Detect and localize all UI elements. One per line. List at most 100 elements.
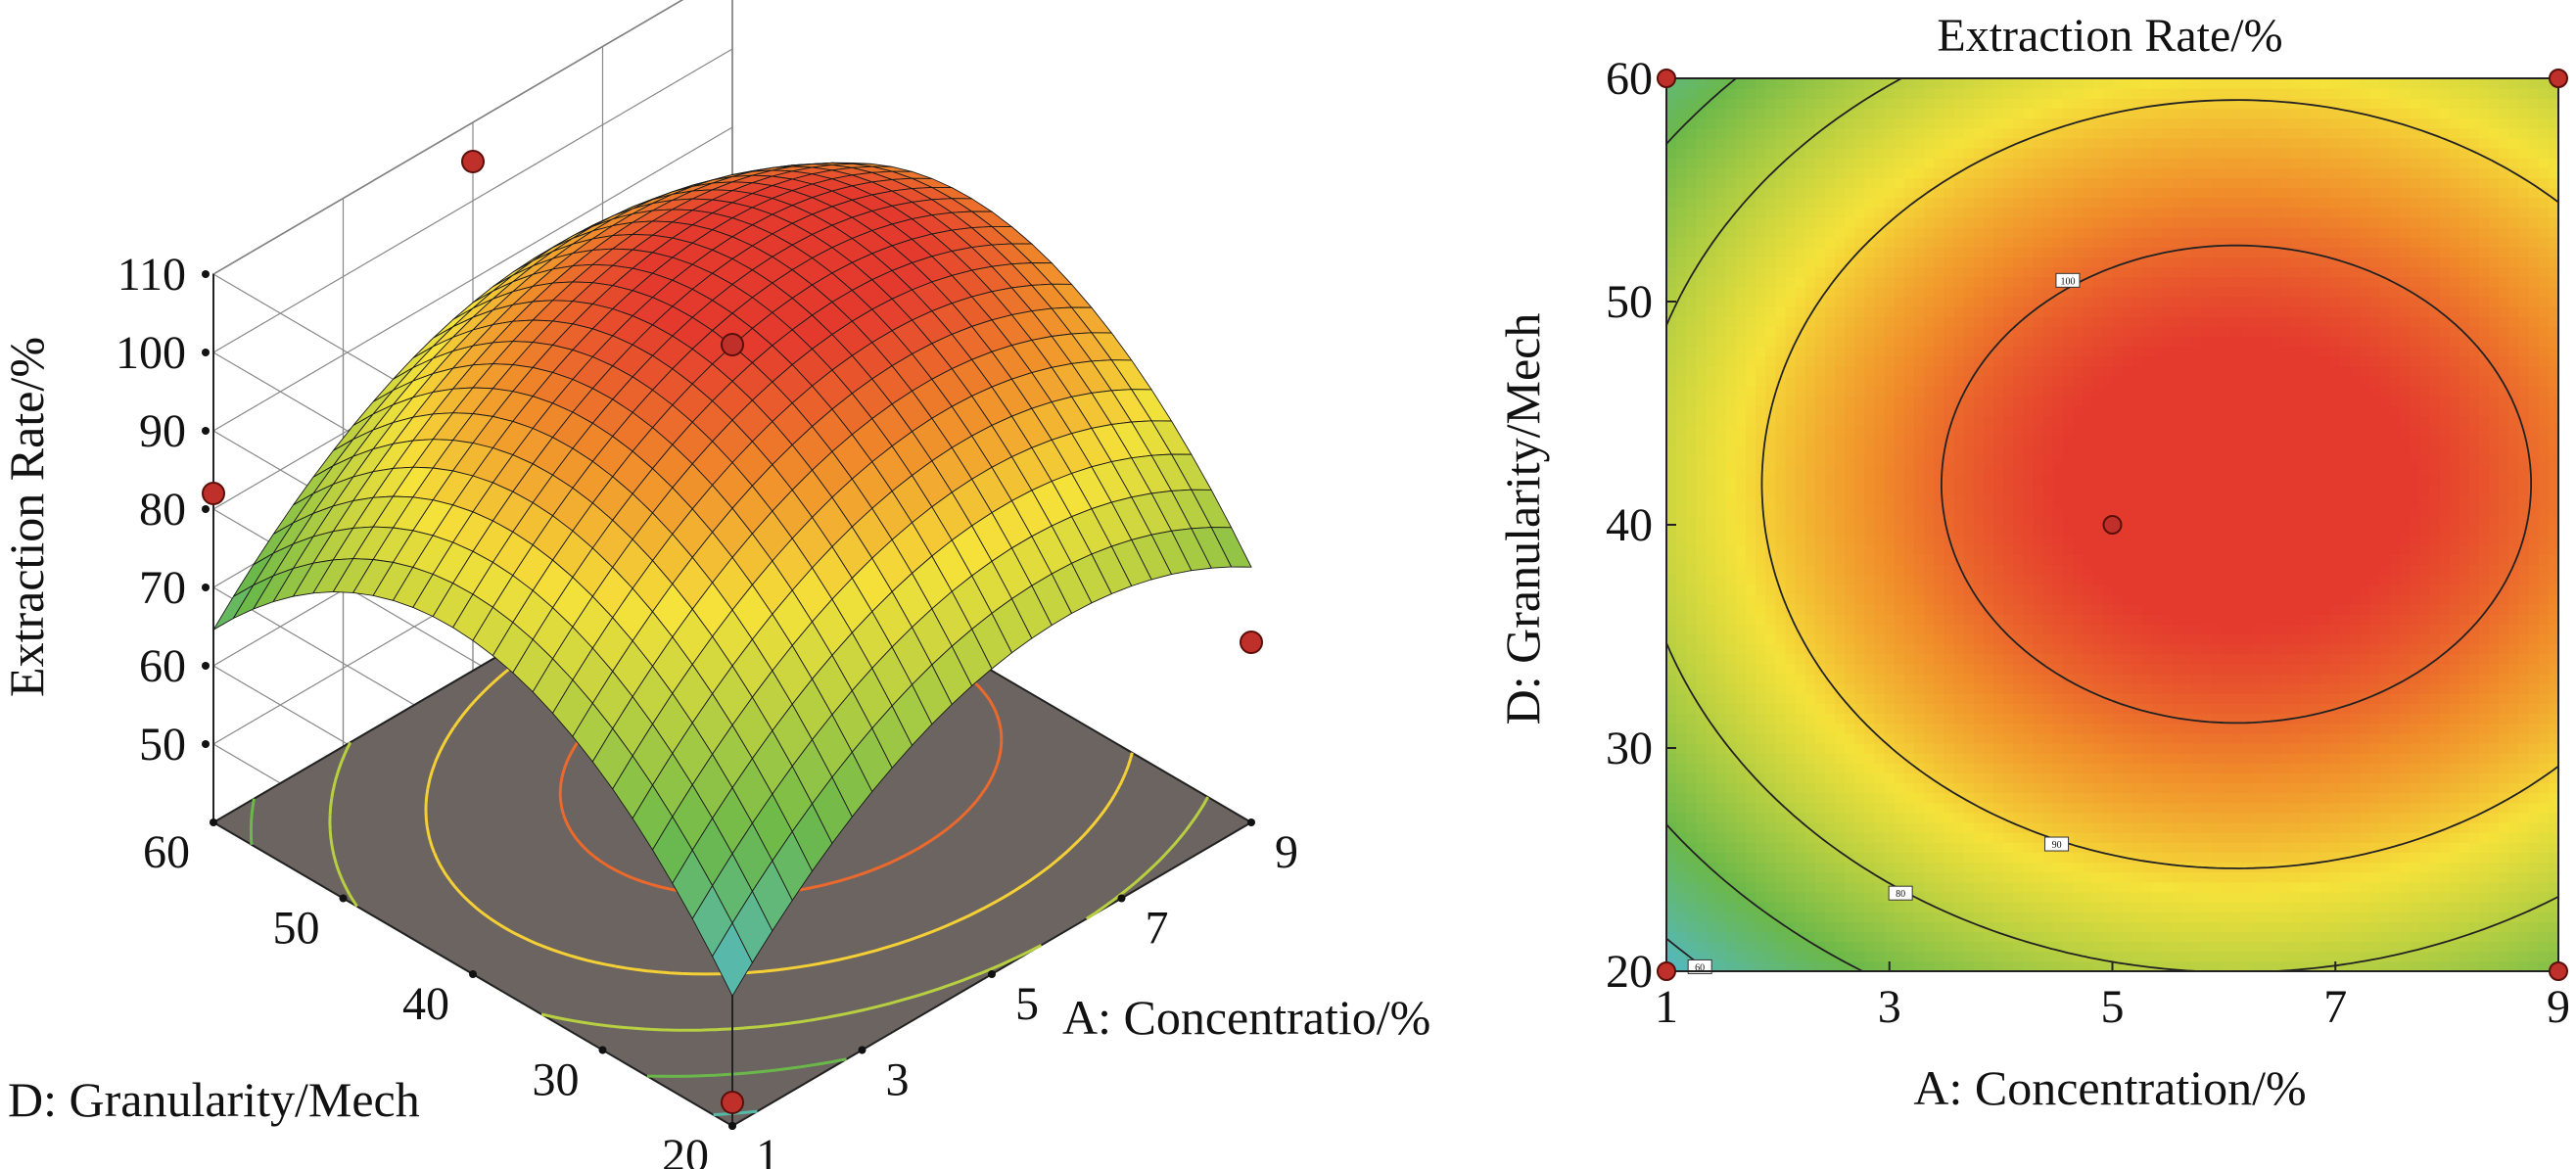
- contour-field-cell: [1903, 78, 1915, 89]
- contour-field-cell: [1924, 674, 1935, 684]
- contour-field-cell: [1835, 504, 1846, 516]
- contour-field-cell: [2033, 802, 2044, 814]
- contour-field-cell: [1973, 455, 1985, 466]
- contour-field-cell: [1756, 763, 1766, 773]
- contour-field-cell: [1845, 593, 1855, 605]
- contour-field-cell: [1934, 306, 1945, 317]
- contour-field-cell: [1894, 832, 1905, 843]
- contour-field-cell: [2003, 475, 2014, 487]
- contour-field-cell: [1894, 525, 1905, 536]
- contour-field-cell: [1725, 207, 1737, 218]
- contour-field-cell: [1715, 316, 1727, 327]
- contour-field-cell: [1725, 286, 1737, 298]
- contour-field-cell: [1696, 941, 1708, 953]
- contour-field-cell: [1715, 960, 1727, 972]
- contour-field-cell: [1756, 713, 1766, 725]
- contour-field-cell: [1795, 187, 1806, 199]
- contour-field-cell: [1676, 763, 1687, 773]
- contour-field-cell: [2073, 177, 2084, 189]
- contour-field-cell: [2023, 306, 2035, 317]
- contour-field-cell: [1914, 355, 1925, 367]
- contour-field-cell: [2042, 881, 2054, 893]
- contour-field-cell: [2112, 127, 2124, 139]
- contour-field-cell: [1874, 604, 1886, 615]
- contour-field-cell: [1884, 316, 1896, 327]
- contour-field-cell: [2013, 88, 2024, 99]
- contour-field-cell: [1765, 881, 1776, 893]
- contour-field-cell: [1666, 871, 1677, 883]
- contour-field-cell: [2102, 960, 2114, 972]
- contour-field-cell: [1745, 216, 1756, 228]
- contour-field-cell: [1686, 158, 1697, 168]
- contour-field-cell: [2023, 504, 2035, 516]
- contour-field-cell: [2042, 147, 2054, 159]
- contour-field-cell: [2073, 396, 2084, 406]
- contour-field-cell: [1745, 753, 1756, 764]
- contour-field-cell: [2033, 216, 2044, 228]
- contour-field-cell: [1894, 633, 1905, 645]
- contour-field-cell: [1963, 187, 1975, 199]
- contour-field-cell: [1894, 137, 1905, 149]
- contour-field-cell: [1804, 633, 1816, 645]
- contour-field-cell: [1914, 98, 1925, 109]
- contour-field-cell: [1795, 237, 1806, 248]
- contour-field-cell: [1993, 574, 2004, 585]
- contour-field-cell: [2092, 346, 2103, 357]
- contour-field-cell: [1864, 247, 1876, 257]
- contour-field-cell: [1795, 266, 1806, 278]
- contour-field-cell: [2112, 912, 2124, 922]
- contour-field-cell: [1944, 296, 1955, 307]
- contour-field-cell: [2033, 485, 2044, 496]
- contour-field-cell: [1845, 574, 1855, 585]
- contour-field-cell: [2083, 247, 2093, 257]
- contour-field-cell: [1924, 871, 1935, 883]
- contour-field-cell: [2003, 822, 2014, 833]
- contour-field-cell: [1756, 772, 1766, 784]
- contour-field-cell: [1725, 88, 1737, 99]
- contour-field-cell: [1894, 763, 1905, 773]
- contour-field-cell: [1973, 78, 1985, 89]
- contour-field-cell: [1814, 425, 1826, 437]
- contour-field-cell: [1715, 108, 1727, 119]
- contour-field-cell: [1804, 425, 1816, 437]
- contour-field-cell: [2033, 891, 2044, 903]
- contour-field-cell: [1924, 723, 1935, 734]
- contour-field-cell: [1835, 227, 1846, 238]
- contour-field-cell: [1745, 674, 1756, 684]
- contour-field-cell: [1854, 931, 1866, 943]
- contour-field-cell: [1854, 257, 1866, 268]
- contour-field-cell: [2062, 286, 2074, 298]
- contour-field-cell: [1934, 584, 1945, 595]
- contour-field-cell: [1903, 316, 1915, 327]
- contour-field-cell: [1854, 653, 1866, 665]
- contour-field-cell: [2092, 376, 2103, 387]
- contour-field-cell: [2062, 444, 2074, 456]
- contour-field-cell: [1914, 127, 1925, 139]
- contour-field-cell: [1914, 207, 1925, 218]
- contour-field-cell: [1696, 435, 1708, 446]
- contour-field-cell: [1874, 525, 1886, 536]
- contour-field-cell: [2013, 593, 2024, 605]
- contour-field-cell: [1914, 177, 1925, 189]
- contour-field-cell: [1854, 306, 1866, 317]
- contour-field-cell: [2023, 216, 2035, 228]
- contour-field-cell: [1765, 871, 1776, 883]
- contour-field-cell: [1924, 852, 1935, 864]
- contour-field-cell: [1686, 912, 1697, 922]
- contour-field-cell: [2042, 158, 2054, 168]
- contour-field-cell: [2033, 257, 2044, 268]
- contour-field-cell: [1706, 683, 1717, 694]
- contour-field-cell: [1845, 544, 1855, 555]
- contour-field-cell: [1775, 316, 1787, 327]
- contour-field-cell: [2033, 674, 2044, 684]
- contour-field-cell: [1765, 792, 1776, 804]
- contour-field-cell: [2052, 574, 2064, 585]
- contour-field-cell: [2013, 514, 2024, 526]
- contour-field-cell: [1993, 792, 2004, 804]
- contour-field-cell: [1934, 355, 1945, 367]
- contour-field-cell: [1715, 237, 1727, 248]
- contour-field-cell: [1864, 822, 1876, 833]
- contour-field-cell: [1874, 355, 1886, 367]
- contour-field-cell: [2013, 674, 2024, 684]
- contour-field-cell: [1963, 127, 1975, 139]
